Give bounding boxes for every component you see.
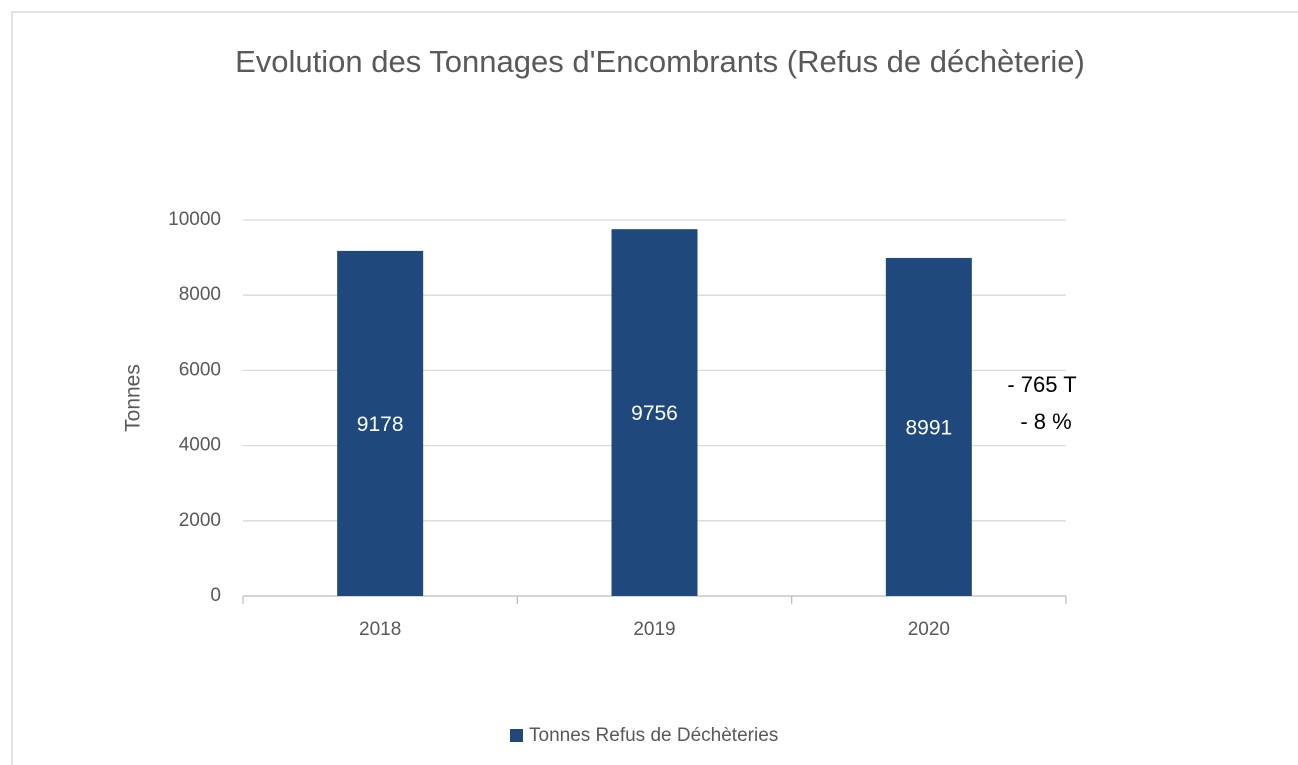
y-tick-label: 10000: [168, 209, 221, 230]
y-tick-label: 2000: [179, 510, 221, 531]
legend-swatch: [510, 729, 523, 742]
y-tick-label: 8000: [179, 284, 221, 305]
y-tick-label: 0: [210, 585, 221, 606]
x-tick-label: 2019: [633, 619, 675, 640]
legend-label: Tonnes Refus de Déchèteries: [529, 725, 778, 746]
x-tick-label: 2020: [908, 619, 950, 640]
y-tick-label: 6000: [179, 359, 221, 380]
bar: [611, 229, 698, 597]
bar: [337, 250, 424, 596]
annotation: - 8 %: [1020, 409, 1071, 434]
y-tick-label: 4000: [179, 435, 221, 456]
chart-title: Evolution des Tonnages d'Encombrants (Re…: [235, 44, 1085, 79]
bar: [885, 257, 972, 596]
data-label: 9756: [631, 402, 678, 425]
data-label: 9178: [357, 413, 404, 436]
annotation: - 765 T: [1007, 372, 1076, 397]
y-axis-label: Tonnes: [122, 364, 145, 432]
x-tick-label: 2018: [359, 619, 401, 640]
data-label: 8991: [905, 417, 952, 440]
